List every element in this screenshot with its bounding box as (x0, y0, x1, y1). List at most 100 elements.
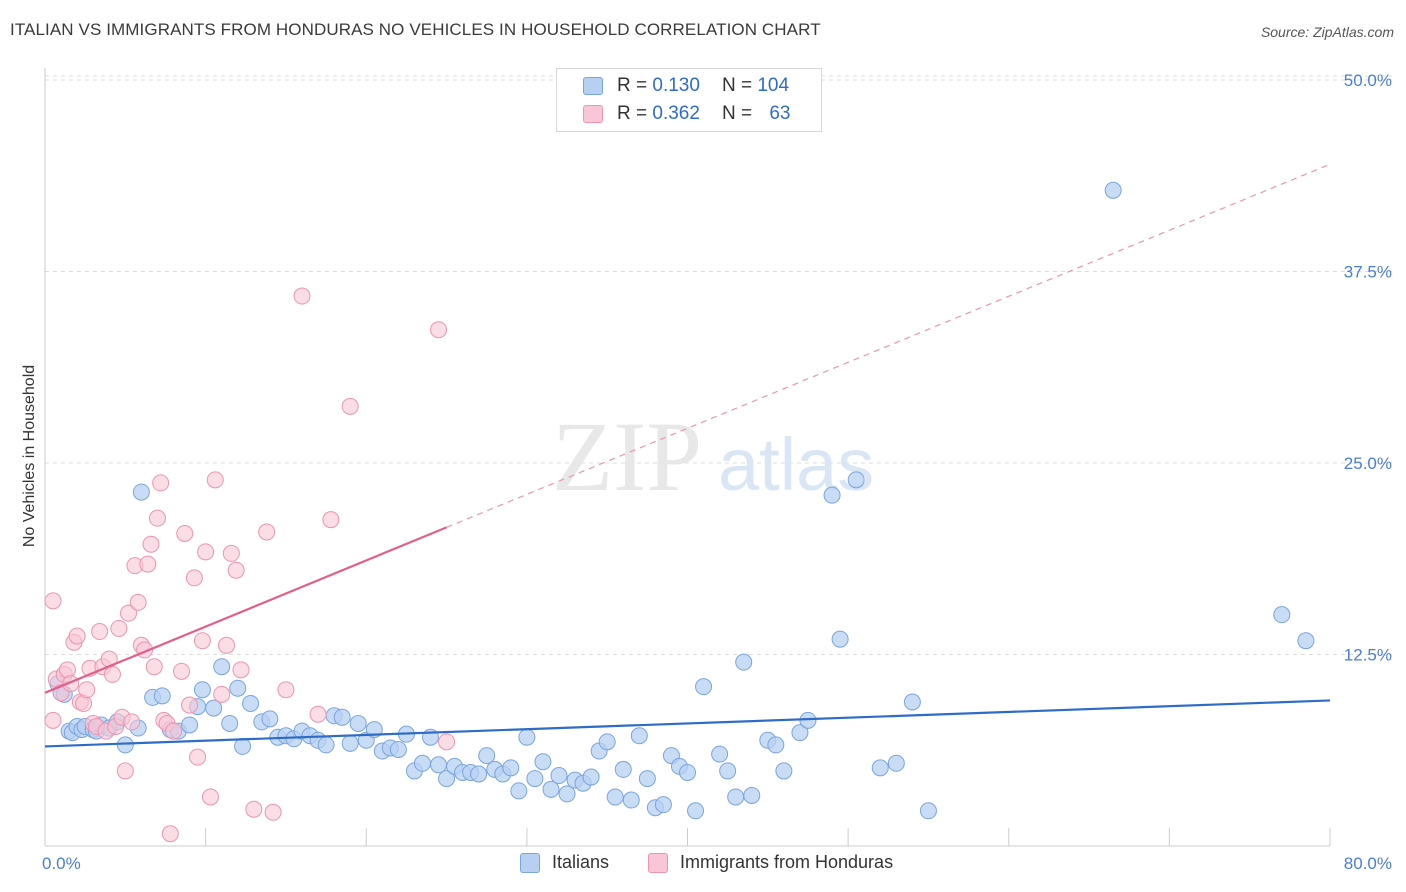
honduras-point (245, 800, 263, 818)
italians-point (534, 753, 552, 771)
italians-point (831, 630, 849, 648)
italians-point (242, 695, 260, 713)
honduras-point (44, 711, 62, 729)
honduras-point (116, 762, 134, 780)
italians-point (542, 780, 560, 798)
italians-point (1297, 632, 1315, 650)
italians-point (919, 802, 937, 820)
chart-title: ITALIAN VS IMMIGRANTS FROM HONDURAS NO V… (10, 20, 821, 39)
italians-point (767, 736, 785, 754)
honduras-point (181, 696, 199, 714)
italians-point (695, 678, 713, 696)
italians-point (470, 765, 488, 783)
italians-point (317, 736, 335, 754)
honduras-point (145, 658, 163, 676)
italians-point (153, 687, 171, 705)
y-tick-labels: 12.5% 25.0% 37.5% 50.0% (1344, 71, 1392, 665)
honduras-point (227, 561, 245, 579)
italians-point (526, 770, 544, 788)
honduras-point (218, 636, 236, 654)
watermark: ZIP atlas (552, 401, 874, 512)
italians-point (341, 734, 359, 752)
italians-point (234, 737, 252, 755)
honduras-point (322, 511, 340, 529)
italians-point (502, 759, 520, 777)
y-tick-label: 50.0% (1344, 71, 1392, 90)
honduras-point (277, 681, 295, 699)
y-axis-label: No Vehicles in Household (21, 365, 38, 547)
honduras-point (206, 471, 224, 489)
italians-point (205, 699, 223, 717)
italians-point (582, 768, 600, 786)
honduras-trend-line (44, 526, 447, 694)
honduras-point (264, 803, 282, 821)
italians-point (558, 785, 576, 803)
honduras-point (68, 627, 86, 645)
italians-point (598, 733, 616, 751)
honduras-point (129, 593, 147, 611)
y-tick-label: 25.0% (1344, 454, 1392, 473)
honduras-point (152, 474, 170, 492)
bottom-honduras-label: Immigrants from Honduras (680, 852, 894, 872)
honduras-point (110, 619, 128, 637)
italians-point (775, 762, 793, 780)
italians-point (679, 763, 696, 781)
italians-point (630, 727, 648, 745)
honduras-point (161, 825, 179, 843)
italians-r-label: R = (617, 75, 648, 96)
honduras-swatch (583, 105, 603, 123)
honduras-point (293, 287, 311, 305)
italians-point (221, 714, 239, 732)
honduras-point (165, 722, 182, 740)
italians-point (847, 471, 865, 489)
honduras-point (44, 592, 62, 610)
italians-n-value: 104 (757, 75, 790, 96)
honduras-point (173, 662, 191, 680)
italians-point (261, 710, 279, 728)
italians-point (711, 745, 729, 763)
italians-point (438, 770, 456, 788)
honduras-point (222, 544, 240, 562)
honduras-n-label: N = (721, 103, 753, 124)
italians-point (213, 658, 231, 676)
italians-point (743, 786, 761, 804)
honduras-point (232, 661, 250, 679)
italians-point (229, 679, 247, 697)
bottom-honduras-swatch (648, 852, 668, 873)
bottom-legend-honduras: Immigrants from Honduras (648, 852, 893, 873)
honduras-point (341, 397, 359, 415)
honduras-point (75, 695, 93, 713)
x-tick-label-max: 80.0% (1344, 854, 1392, 873)
honduras-point (189, 748, 207, 766)
italians-point (871, 759, 889, 777)
bottom-italians-swatch (520, 852, 540, 873)
honduras-trend-extension (446, 163, 1331, 528)
honduras-r-label: R = (617, 103, 648, 124)
honduras-point (142, 535, 160, 553)
italians-point (181, 716, 199, 734)
honduras-points (44, 287, 456, 843)
legend-row-italians: R = 0.130 N = 104 (583, 73, 789, 99)
italians-point (510, 782, 528, 800)
italians-point (389, 740, 407, 758)
x-ticks (44, 828, 1331, 846)
honduras-point (430, 321, 448, 339)
bottom-legend-italians: Italians (520, 852, 609, 873)
honduras-point (148, 509, 166, 527)
italians-point (903, 693, 921, 711)
legend-row-honduras: R = 0.362 N = 63 (583, 101, 790, 127)
italians-r-value: 0.130 (652, 75, 700, 96)
italians-point (430, 756, 448, 774)
watermark-zip: ZIP (552, 401, 702, 512)
italians-point (654, 796, 672, 814)
honduras-point (309, 705, 327, 723)
honduras-point (78, 681, 96, 699)
honduras-point (58, 661, 76, 679)
honduras-r-value: 0.362 (652, 103, 700, 124)
italians-point (606, 788, 624, 806)
x-tick-label-min: 0.0% (42, 854, 81, 873)
honduras-point (258, 523, 276, 541)
y-tick-label: 12.5% (1344, 646, 1392, 665)
italians-point (478, 747, 496, 765)
bottom-italians-label: Italians (552, 852, 610, 872)
